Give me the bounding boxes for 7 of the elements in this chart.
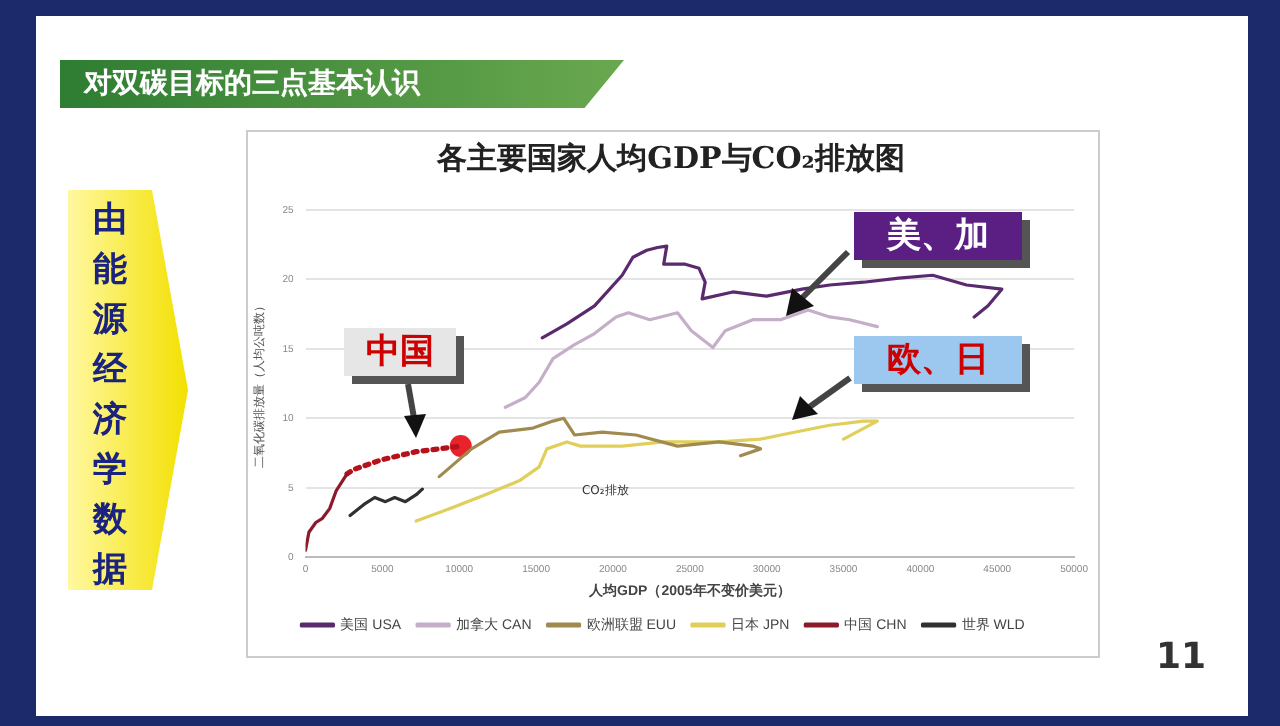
text: 11 xyxy=(1156,636,1207,678)
annotation: 欧、日 xyxy=(854,336,1022,384)
annotation: 美、加 xyxy=(854,212,1022,260)
text: 由能源经济学数据 xyxy=(90,198,130,594)
text: 对双碳目标的三点基本认识 xyxy=(60,60,624,108)
chart-title: 各主要国家人均GDP与CO₂排放图 xyxy=(435,140,907,178)
annotation: 中国 xyxy=(344,328,456,376)
